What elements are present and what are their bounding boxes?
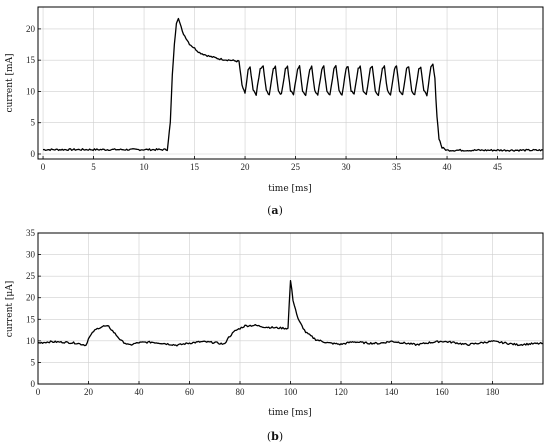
y-tick-label: 10 — [26, 336, 36, 346]
y-ticks-b: 0 5 10 15 20 25 30 35 — [26, 228, 41, 389]
y-tick-label: 5 — [31, 118, 36, 128]
x-tick-label: 80 — [236, 387, 246, 397]
x-axis-label-b: time [ms] — [268, 408, 311, 418]
y-tick-label: 15 — [26, 55, 36, 65]
x-tick-label: 180 — [486, 387, 500, 397]
y-tick-label: 0 — [31, 149, 36, 159]
x-tick-label: 60 — [185, 387, 195, 397]
grid-a — [38, 7, 543, 159]
y-tick-label: 30 — [26, 250, 36, 260]
x-tick-label: 15 — [190, 162, 200, 172]
y-tick-label: 20 — [26, 293, 36, 303]
plot-frame-a — [37, 6, 544, 160]
y-axis-label-a: current [mA] — [5, 53, 15, 112]
y-tick-label: 25 — [26, 271, 36, 281]
chart-panel-a: 0 5 10 15 20 25 30 35 40 45 0 5 10 15 20 time [ms] cu… — [5, 6, 544, 217]
x-tick-label: 30 — [342, 162, 352, 172]
x-tick-label: 25 — [291, 162, 301, 172]
y-axis-label-b: current [μA] — [5, 281, 15, 337]
x-ticks-b: 0 20 40 60 80 100 120 140 160 180 — [36, 381, 500, 397]
x-tick-label: 40 — [135, 387, 145, 397]
grid-b — [37, 232, 543, 385]
y-tick-label: 20 — [26, 24, 36, 34]
x-tick-label: 20 — [84, 387, 94, 397]
x-tick-label: 45 — [493, 162, 503, 172]
x-axis-label-a: time [ms] — [268, 184, 311, 194]
x-tick-label: 140 — [385, 387, 399, 397]
y-tick-label: 15 — [26, 314, 36, 324]
y-tick-label: 35 — [26, 228, 36, 238]
x-tick-label: 0 — [41, 162, 46, 172]
series-line-a — [42, 17, 544, 152]
chart-panel-b: 0 20 40 60 80 100 120 140 160 180 05101520253035 … — [5, 228, 544, 443]
x-tick-label: 0 — [36, 387, 41, 397]
y-ticks-a: 0 5 10 15 20 — [26, 24, 41, 159]
x-ticks-a: 0 5 10 15 20 25 30 35 40 45 — [41, 156, 503, 172]
x-tick-label: 20 — [241, 162, 251, 172]
x-tick-label: 35 — [392, 162, 402, 172]
series-line-b — [37, 279, 544, 347]
y-tick-label: 5 — [31, 357, 36, 367]
x-tick-label: 5 — [91, 162, 96, 172]
y-tick-label: 0 — [31, 379, 36, 389]
panel-label-b: (b) — [267, 430, 283, 443]
x-tick-label: 40 — [443, 162, 453, 172]
x-tick-label: 160 — [435, 387, 449, 397]
x-tick-label: 10 — [140, 162, 150, 172]
panel-label-a: (a) — [267, 204, 283, 217]
x-tick-label: 120 — [334, 387, 348, 397]
y-tick-label: 10 — [26, 86, 36, 96]
x-tick-label: 100 — [284, 387, 298, 397]
